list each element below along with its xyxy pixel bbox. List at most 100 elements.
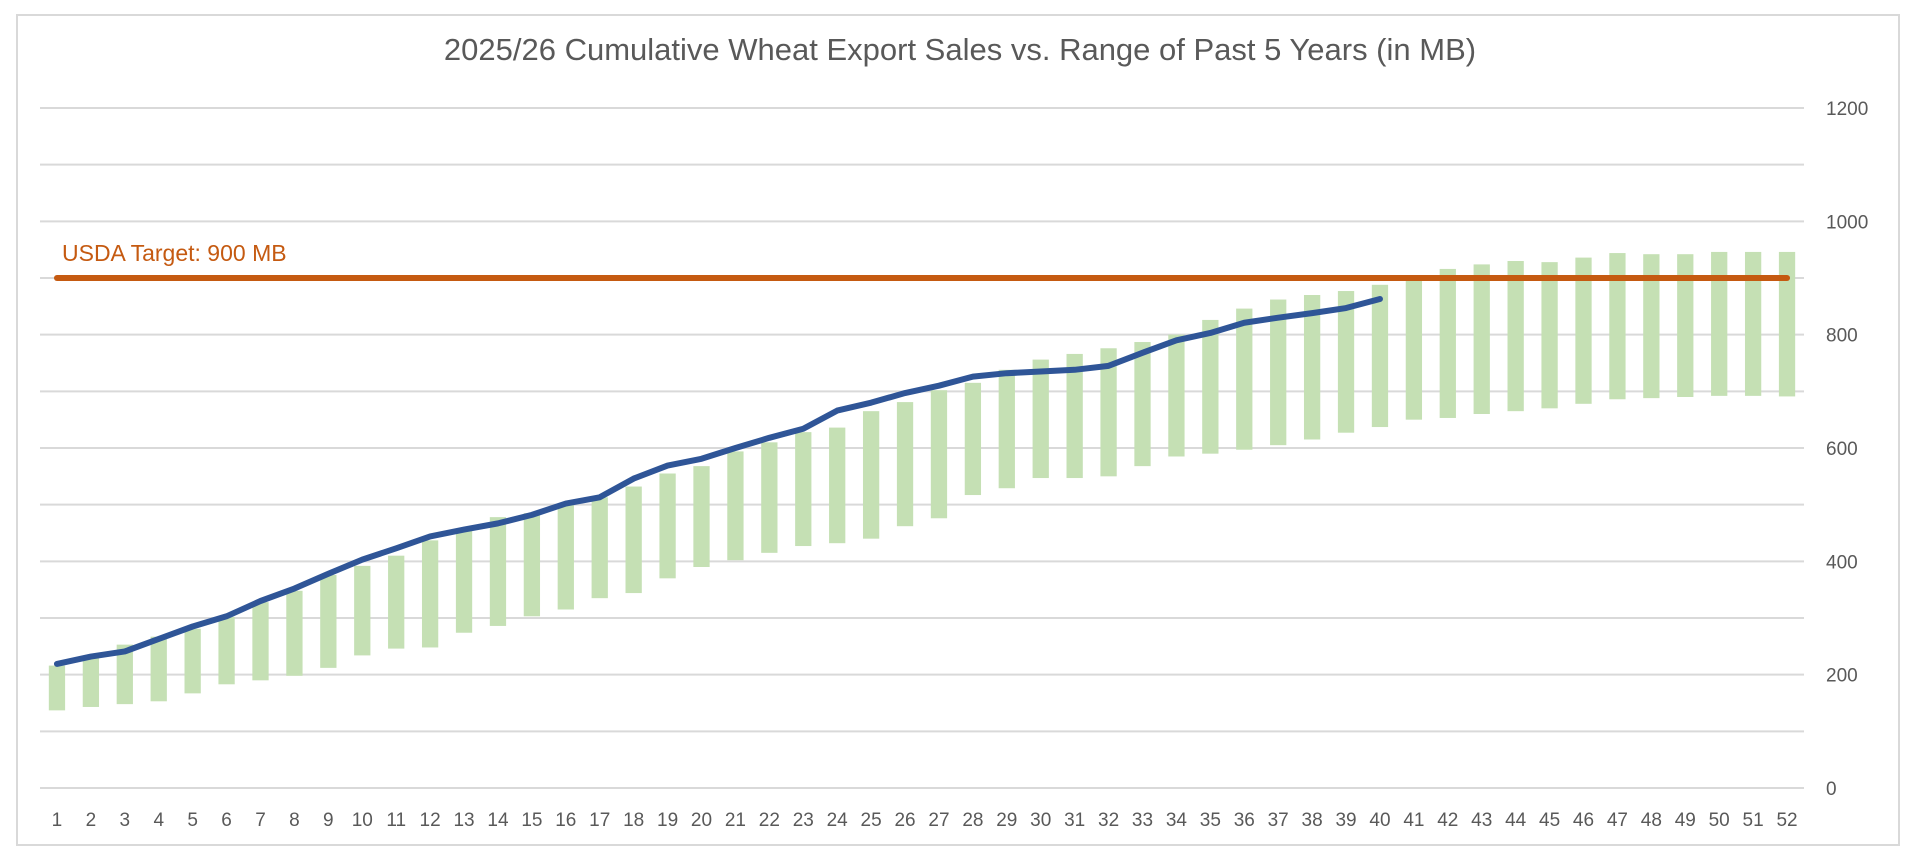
x-axis: 1 2 3 4 5 6 7 8 9 10 11 12 13 14 15 16 17 18 19 20 21 22 23 24 2… bbox=[52, 810, 1798, 831]
range-bar bbox=[489, 517, 507, 626]
x-tick-label: 46 bbox=[1573, 810, 1594, 831]
x-tick-label: 11 bbox=[386, 810, 406, 831]
chart-title: 2025/26 Cumulative Wheat Export Sales vs… bbox=[443, 32, 1477, 67]
range-bar bbox=[1778, 251, 1796, 397]
range-bar bbox=[1032, 359, 1049, 479]
x-tick-label: 34 bbox=[1166, 810, 1188, 831]
x-tick-label: 1 bbox=[52, 810, 63, 831]
x-tick-label: 13 bbox=[453, 810, 474, 831]
y-tick-label: 400 bbox=[1826, 552, 1858, 573]
x-tick-label: 21 bbox=[725, 810, 746, 831]
range-bar bbox=[1202, 319, 1219, 454]
target-line-group: USDA Target: 900 MB bbox=[53, 240, 1791, 281]
x-tick-label: 43 bbox=[1471, 810, 1492, 831]
range-bar bbox=[116, 644, 133, 705]
range-bar bbox=[1134, 342, 1151, 467]
x-tick-label: 44 bbox=[1505, 810, 1527, 831]
x-tick-label: 38 bbox=[1302, 810, 1323, 831]
x-tick-label: 28 bbox=[962, 810, 983, 831]
x-tick-label: 4 bbox=[153, 810, 164, 831]
x-tick-label: 6 bbox=[221, 810, 232, 831]
range-bar bbox=[1337, 291, 1355, 433]
range-bar bbox=[1236, 308, 1253, 450]
x-tick-label: 18 bbox=[623, 810, 644, 831]
range-bar bbox=[896, 402, 914, 527]
x-tick-label: 12 bbox=[420, 810, 441, 831]
range-bar bbox=[1303, 295, 1321, 440]
range-bar bbox=[1744, 251, 1762, 396]
x-tick-label: 33 bbox=[1132, 810, 1153, 831]
x-tick-label: 51 bbox=[1743, 810, 1764, 831]
x-tick-label: 15 bbox=[521, 810, 542, 831]
x-tick-label: 32 bbox=[1098, 810, 1119, 831]
range-bar bbox=[150, 636, 167, 702]
cumulative-sales-line bbox=[53, 295, 1383, 667]
x-tick-label: 30 bbox=[1030, 810, 1051, 831]
x-tick-label: 49 bbox=[1675, 810, 1696, 831]
x-tick-label: 41 bbox=[1403, 810, 1424, 831]
x-tick-label: 24 bbox=[827, 810, 849, 831]
range-bar bbox=[930, 390, 948, 519]
x-tick-label: 35 bbox=[1200, 810, 1221, 831]
x-tick-label: 26 bbox=[894, 810, 915, 831]
range-bar bbox=[1371, 284, 1389, 428]
x-tick-label: 3 bbox=[120, 810, 131, 831]
x-tick-label: 36 bbox=[1234, 810, 1255, 831]
x-tick-label: 37 bbox=[1268, 810, 1289, 831]
x-tick-label: 45 bbox=[1539, 810, 1560, 831]
range-bar bbox=[48, 665, 66, 711]
y-tick-label: 0 bbox=[1826, 779, 1837, 800]
range-bar bbox=[1643, 254, 1660, 399]
range-bar bbox=[1439, 268, 1456, 418]
range-bar bbox=[1507, 261, 1524, 412]
range-bar bbox=[82, 656, 100, 707]
x-tick-label: 42 bbox=[1437, 810, 1458, 831]
y-tick-label: 600 bbox=[1826, 439, 1858, 460]
x-tick-label: 20 bbox=[691, 810, 712, 831]
range-bar bbox=[1168, 334, 1185, 457]
x-tick-label: 47 bbox=[1607, 810, 1628, 831]
x-tick-label: 27 bbox=[928, 810, 949, 831]
x-tick-label: 29 bbox=[996, 810, 1017, 831]
range-bar bbox=[727, 451, 744, 561]
range-bar bbox=[964, 382, 982, 496]
x-tick-label: 14 bbox=[487, 810, 509, 831]
range-bar bbox=[1405, 279, 1423, 420]
x-tick-label: 52 bbox=[1776, 810, 1797, 831]
range-bar bbox=[557, 504, 574, 610]
gridlines bbox=[40, 107, 1804, 789]
range-bar bbox=[1100, 348, 1117, 477]
range-bar bbox=[829, 427, 846, 544]
y-tick-label: 1200 bbox=[1826, 99, 1868, 120]
range-bars bbox=[48, 251, 1796, 711]
x-tick-label: 7 bbox=[255, 810, 266, 831]
x-tick-label: 16 bbox=[555, 810, 576, 831]
range-bar bbox=[1609, 253, 1626, 400]
x-tick-label: 2 bbox=[86, 810, 97, 831]
range-bar bbox=[1541, 262, 1558, 409]
range-bar bbox=[455, 528, 473, 633]
sales-line-group bbox=[53, 295, 1383, 667]
range-bar bbox=[320, 574, 337, 668]
y-tick-label: 1000 bbox=[1826, 212, 1868, 233]
x-tick-label: 31 bbox=[1064, 810, 1085, 831]
x-tick-label: 22 bbox=[759, 810, 780, 831]
range-bar bbox=[354, 565, 371, 656]
y-tick-label: 800 bbox=[1826, 326, 1858, 347]
x-tick-label: 50 bbox=[1709, 810, 1730, 831]
chart-frame bbox=[16, 14, 1900, 846]
range-bar bbox=[591, 497, 608, 599]
y-tick-label: 200 bbox=[1826, 666, 1858, 687]
x-tick-label: 48 bbox=[1641, 810, 1662, 831]
y-axis: 0 200 400 600 800 1000 1200 bbox=[1826, 99, 1868, 800]
range-bar bbox=[998, 369, 1015, 489]
range-bar bbox=[388, 555, 405, 649]
range-bar bbox=[1473, 264, 1490, 414]
x-tick-label: 8 bbox=[289, 810, 300, 831]
range-bar bbox=[659, 473, 676, 579]
range-bar bbox=[218, 616, 235, 685]
x-tick-label: 17 bbox=[589, 810, 610, 831]
range-bar bbox=[862, 411, 880, 539]
range-bar bbox=[693, 466, 710, 567]
